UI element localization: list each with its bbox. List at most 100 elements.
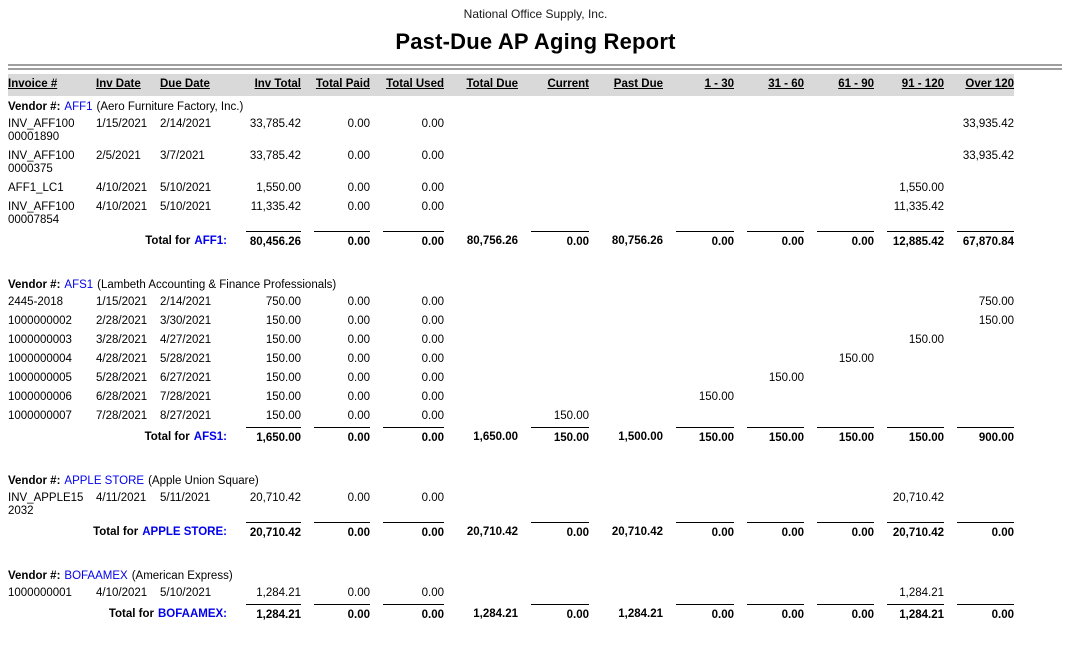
total-cell-inv-total: 20,710.42 bbox=[246, 522, 301, 543]
cell-b91-120 bbox=[874, 407, 944, 426]
cell-inv-date: 3/28/2021 bbox=[96, 334, 148, 346]
cell-invoice: 1000000001 bbox=[8, 587, 72, 599]
total-cell-past-due: 20,710.42 bbox=[611, 526, 663, 538]
cell-over-120 bbox=[944, 584, 1014, 603]
cell-inv-date: 1/15/2021 bbox=[96, 296, 148, 308]
cell-b61-90 bbox=[804, 147, 874, 179]
table-header-row: Invoice # Inv Date Due Date Inv Total Total … bbox=[8, 74, 1014, 96]
invoice-row: INV_AFF100 00001890 1/15/2021 2/14/2021 33,… bbox=[8, 115, 1014, 147]
company-name: National Office Supply, Inc. bbox=[463, 7, 608, 21]
cell-inv-total: 150.00 bbox=[265, 372, 301, 384]
column-header-inv-date: Inv Date bbox=[96, 78, 141, 90]
total-cell-total-due: 1,284.21 bbox=[473, 608, 518, 620]
vendor-id-link[interactable]: APPLE STORE bbox=[64, 475, 145, 487]
cell-total-due bbox=[444, 147, 518, 179]
total-cell-over-120: 67,870.84 bbox=[957, 231, 1014, 252]
cell-b91-120 bbox=[874, 115, 944, 147]
cell-b1-30 bbox=[663, 489, 734, 521]
title-divider bbox=[8, 64, 1062, 70]
cell-past-due bbox=[589, 407, 663, 426]
vendor-total-label: Total for APPLE STORE: bbox=[8, 522, 233, 543]
column-header-total-due: Total Due bbox=[466, 78, 518, 90]
vendor-total-prefix: Total for bbox=[93, 526, 139, 538]
vendor-total-prefix: Total for bbox=[145, 235, 191, 247]
total-cell-total-used: 0.00 bbox=[383, 604, 444, 625]
vendor-heading: Vendor #: BOFAAMEX (American Express) bbox=[8, 569, 1071, 583]
vendor-total-id-link[interactable]: APPLE STORE: bbox=[142, 526, 227, 538]
cell-inv-total: 150.00 bbox=[265, 410, 301, 422]
vendor-section: Vendor #: BOFAAMEX (American Express) 10000… bbox=[0, 569, 1071, 625]
vendor-id-link[interactable]: AFF1 bbox=[64, 101, 93, 113]
cell-current bbox=[518, 115, 589, 147]
total-cell-inv-total: 1,650.00 bbox=[246, 427, 301, 448]
cell-inv-total: 750.00 bbox=[265, 296, 301, 308]
vendor-total-row: Total for APPLE STORE: 20,710.42 0.00 0.00 20… bbox=[8, 522, 1014, 543]
cell-past-due bbox=[589, 179, 663, 198]
invoice-row: INV_AFF100 00007854 4/10/2021 5/10/2021 11,… bbox=[8, 198, 1014, 230]
column-header-inv-total: Inv Total bbox=[254, 78, 301, 90]
cell-total-paid: 0.00 bbox=[347, 334, 370, 346]
vendor-section: Vendor #: AFS1 (Lambeth Accounting & Finan… bbox=[0, 278, 1071, 448]
cell-over-120: 150.00 bbox=[978, 315, 1014, 327]
total-cell-total-used: 0.00 bbox=[383, 522, 444, 543]
cell-over-120 bbox=[944, 350, 1014, 369]
total-cell-b1-30: 0.00 bbox=[676, 231, 734, 252]
cell-b61-90 bbox=[804, 407, 874, 426]
total-cell-b61-90: 150.00 bbox=[817, 427, 874, 448]
vendor-id-link[interactable]: BOFAAMEX bbox=[64, 570, 128, 582]
cell-b31-60 bbox=[734, 198, 804, 230]
cell-b31-60 bbox=[734, 489, 804, 521]
cell-b91-120: 20,710.42 bbox=[892, 492, 944, 504]
cell-current bbox=[518, 369, 589, 388]
total-cell-inv-total: 1,284.21 bbox=[246, 604, 301, 625]
vendor-id-link[interactable]: AFS1 bbox=[64, 279, 94, 291]
cell-total-paid: 0.00 bbox=[347, 315, 370, 327]
cell-due-date: 7/28/2021 bbox=[160, 391, 212, 403]
cell-b1-30 bbox=[663, 350, 734, 369]
vendor-total-prefix: Total for bbox=[108, 608, 154, 620]
vendor-total-id-link[interactable]: AFS1: bbox=[193, 431, 227, 443]
cell-b1-30: 150.00 bbox=[698, 391, 734, 403]
cell-b31-60 bbox=[734, 147, 804, 179]
page-title: Past-Due AP Aging Report bbox=[395, 29, 676, 54]
cell-b1-30 bbox=[663, 115, 734, 147]
cell-total-paid: 0.00 bbox=[347, 201, 370, 213]
cell-inv-date: 4/11/2021 bbox=[96, 492, 147, 504]
cell-due-date: 2/14/2021 bbox=[160, 118, 212, 130]
vendor-total-label: Total for BOFAAMEX: bbox=[8, 604, 233, 625]
total-cell-b1-30: 0.00 bbox=[676, 604, 734, 625]
total-cell-total-paid: 0.00 bbox=[314, 427, 370, 448]
column-header-current: Current bbox=[547, 78, 589, 90]
cell-due-date: 4/27/2021 bbox=[160, 334, 212, 346]
cell-inv-total: 20,710.42 bbox=[249, 492, 301, 504]
total-cell-past-due: 1,500.00 bbox=[618, 431, 663, 443]
cell-total-used: 0.00 bbox=[421, 410, 444, 422]
cell-total-due bbox=[444, 312, 518, 331]
cell-current bbox=[518, 331, 589, 350]
cell-b1-30 bbox=[663, 293, 734, 312]
vendor-total-id-link[interactable]: AFF1: bbox=[194, 235, 227, 247]
cell-total-due bbox=[444, 293, 518, 312]
cell-b61-90 bbox=[804, 198, 874, 230]
total-cell-b31-60: 150.00 bbox=[747, 427, 804, 448]
cell-b91-120: 1,550.00 bbox=[899, 182, 944, 194]
cell-over-120 bbox=[944, 407, 1014, 426]
cell-inv-date: 4/10/2021 bbox=[96, 587, 148, 599]
cell-inv-date: 5/28/2021 bbox=[96, 372, 148, 384]
cell-total-paid: 0.00 bbox=[347, 118, 370, 130]
invoice-row: 1000000004 4/28/2021 5/28/2021 150.00 0.00 0.… bbox=[8, 350, 1014, 369]
cell-invoice: 1000000004 bbox=[8, 353, 72, 365]
cell-inv-total: 150.00 bbox=[265, 391, 301, 403]
total-cell-b61-90: 0.00 bbox=[817, 522, 874, 543]
vendor-total-id-link[interactable]: BOFAAMEX: bbox=[158, 608, 227, 620]
cell-inv-date: 7/28/2021 bbox=[96, 410, 148, 422]
cell-total-used: 0.00 bbox=[421, 118, 444, 130]
cell-b91-120 bbox=[874, 369, 944, 388]
invoice-row: 1000000005 5/28/2021 6/27/2021 150.00 0.00 0.… bbox=[8, 369, 1014, 388]
total-cell-current: 150.00 bbox=[531, 427, 589, 448]
cell-current bbox=[518, 312, 589, 331]
cell-inv-date: 6/28/2021 bbox=[96, 391, 148, 403]
cell-total-due bbox=[444, 407, 518, 426]
cell-b31-60 bbox=[734, 312, 804, 331]
cell-over-120: 33,935.42 bbox=[962, 118, 1014, 130]
